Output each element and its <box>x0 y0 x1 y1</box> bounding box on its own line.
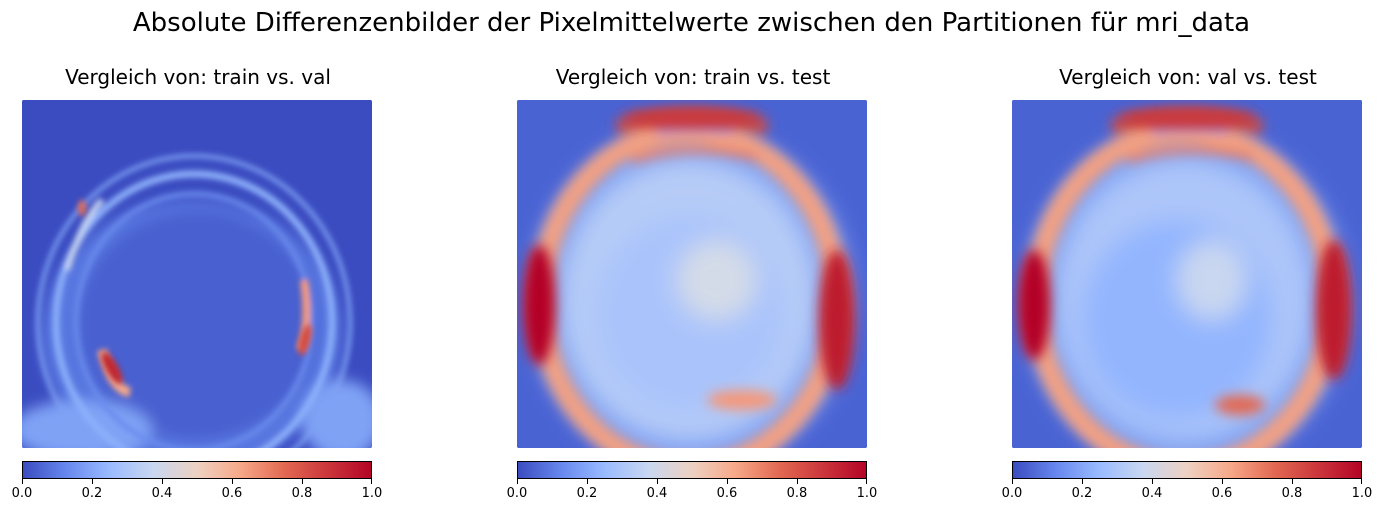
colorbar-tick <box>1222 479 1223 484</box>
colorbar-tick <box>727 479 728 484</box>
colorbar-tick <box>866 479 867 484</box>
heatmap-panel-train-test: Vergleich von: train vs. test <box>507 62 878 512</box>
heatmap-image <box>517 100 867 448</box>
colorbar-tick-label: 0.0 <box>506 486 528 501</box>
colorbar <box>22 461 372 479</box>
colorbar-tick-label: 0.8 <box>1281 486 1303 501</box>
colorbar-tick <box>232 479 233 484</box>
colorbar-tick <box>1012 479 1013 484</box>
colorbar-tick-label: 0.8 <box>291 486 313 501</box>
heatmap-panel-val-test: Vergleich von: val vs. test <box>1002 62 1373 512</box>
colorbar-tick-label: 0.2 <box>81 486 103 501</box>
colorbar-tick <box>1361 479 1362 484</box>
colorbar-tick-label: 0.6 <box>221 486 243 501</box>
colorbar-tick-label: 0.2 <box>576 486 598 501</box>
panel-title: Vergleich von: train vs. val <box>65 65 331 89</box>
colorbar-tick-label: 0.4 <box>151 486 173 501</box>
heatmap-image <box>22 100 372 448</box>
colorbar-tick-label: 0.6 <box>716 486 738 501</box>
colorbar-tick <box>302 479 303 484</box>
colorbar-tick-label: 0.4 <box>646 486 668 501</box>
colorbar-tick-label: 0.4 <box>1141 486 1163 501</box>
colorbar-tick <box>1292 479 1293 484</box>
heatmap-panel-train-val: Vergleich von: train vs. val <box>12 62 383 512</box>
colorbar-tick <box>1152 479 1153 484</box>
colorbar <box>1012 461 1362 479</box>
colorbar-tick <box>517 479 518 484</box>
panel-title: Vergleich von: val vs. test <box>1059 65 1317 89</box>
colorbar-tick-label: 1.0 <box>1351 486 1373 501</box>
colorbar-tick-label: 1.0 <box>856 486 878 501</box>
colorbar-tick <box>587 479 588 484</box>
figure-title: Absolute Differenzenbilder der Pixelmitt… <box>132 8 1251 38</box>
colorbar-tick-label: 0.2 <box>1071 486 1093 501</box>
colorbar-tick <box>657 479 658 484</box>
colorbar-tick <box>1082 479 1083 484</box>
colorbar-tick <box>92 479 93 484</box>
colorbar-tick-label: 0.0 <box>1001 486 1023 501</box>
colorbar-tick <box>797 479 798 484</box>
colorbar-tick <box>162 479 163 484</box>
colorbar <box>517 461 867 479</box>
colorbar-tick-label: 0.0 <box>11 486 33 501</box>
colorbar-tick <box>371 479 372 484</box>
heatmap-image <box>1012 100 1362 448</box>
colorbar-tick-label: 0.8 <box>786 486 808 501</box>
colorbar-tick-label: 0.6 <box>1211 486 1233 501</box>
colorbar-tick-label: 1.0 <box>361 486 383 501</box>
colorbar-tick <box>22 479 23 484</box>
panel-title: Vergleich von: train vs. test <box>555 65 831 89</box>
